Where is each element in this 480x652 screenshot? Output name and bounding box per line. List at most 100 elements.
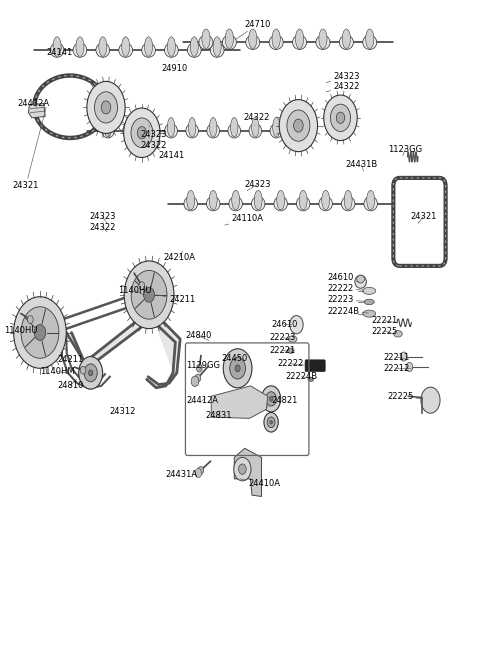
Ellipse shape bbox=[270, 124, 283, 138]
Circle shape bbox=[287, 110, 310, 141]
Circle shape bbox=[223, 349, 252, 388]
Ellipse shape bbox=[123, 124, 135, 138]
Ellipse shape bbox=[144, 37, 153, 56]
Ellipse shape bbox=[165, 124, 178, 138]
Text: 24910: 24910 bbox=[161, 61, 187, 73]
Circle shape bbox=[88, 370, 93, 376]
Ellipse shape bbox=[273, 117, 280, 137]
Text: 24141: 24141 bbox=[158, 147, 185, 160]
Ellipse shape bbox=[168, 117, 175, 137]
Ellipse shape bbox=[319, 196, 333, 211]
Ellipse shape bbox=[53, 37, 61, 56]
Circle shape bbox=[264, 413, 278, 432]
Ellipse shape bbox=[296, 29, 304, 48]
Text: 24840: 24840 bbox=[185, 331, 211, 340]
Circle shape bbox=[336, 112, 345, 123]
Text: 24110A: 24110A bbox=[225, 214, 264, 225]
Circle shape bbox=[294, 119, 303, 132]
Ellipse shape bbox=[394, 331, 402, 337]
Text: 24211: 24211 bbox=[156, 295, 195, 304]
Circle shape bbox=[131, 271, 167, 319]
Ellipse shape bbox=[186, 124, 198, 138]
Ellipse shape bbox=[209, 117, 217, 137]
Text: 22225: 22225 bbox=[372, 327, 398, 336]
Text: 22222: 22222 bbox=[327, 284, 363, 293]
Circle shape bbox=[144, 288, 155, 303]
Ellipse shape bbox=[142, 43, 156, 57]
Ellipse shape bbox=[202, 29, 210, 48]
Circle shape bbox=[137, 126, 146, 139]
Text: 24210A: 24210A bbox=[163, 251, 195, 262]
Ellipse shape bbox=[210, 43, 224, 57]
Ellipse shape bbox=[357, 275, 364, 283]
Circle shape bbox=[290, 316, 303, 334]
Text: 24432A: 24432A bbox=[17, 99, 49, 108]
Circle shape bbox=[324, 95, 357, 141]
Text: 24610: 24610 bbox=[271, 320, 298, 329]
Ellipse shape bbox=[363, 35, 377, 50]
Circle shape bbox=[21, 306, 59, 358]
Text: 24450: 24450 bbox=[222, 354, 248, 363]
Ellipse shape bbox=[341, 196, 355, 211]
Circle shape bbox=[267, 417, 275, 428]
Ellipse shape bbox=[364, 299, 374, 304]
Ellipse shape bbox=[222, 35, 236, 50]
Circle shape bbox=[239, 464, 246, 475]
Ellipse shape bbox=[252, 196, 265, 211]
Circle shape bbox=[270, 421, 273, 424]
Text: 24141: 24141 bbox=[46, 48, 72, 57]
Ellipse shape bbox=[319, 29, 327, 48]
Text: 24322: 24322 bbox=[326, 82, 360, 92]
Polygon shape bbox=[234, 449, 262, 496]
Polygon shape bbox=[66, 319, 180, 388]
Circle shape bbox=[13, 297, 66, 368]
Text: 22222: 22222 bbox=[277, 359, 305, 368]
Circle shape bbox=[101, 101, 111, 114]
Ellipse shape bbox=[292, 35, 307, 50]
Ellipse shape bbox=[213, 37, 221, 56]
Text: 1140HM: 1140HM bbox=[40, 367, 74, 376]
Circle shape bbox=[79, 357, 103, 389]
Text: 22221: 22221 bbox=[270, 346, 296, 355]
Circle shape bbox=[198, 467, 204, 475]
Ellipse shape bbox=[184, 196, 197, 211]
Circle shape bbox=[124, 261, 174, 329]
Ellipse shape bbox=[363, 310, 376, 317]
Ellipse shape bbox=[249, 29, 257, 48]
Text: 1140HU: 1140HU bbox=[4, 326, 38, 335]
Ellipse shape bbox=[125, 117, 132, 137]
Text: 24211: 24211 bbox=[57, 353, 84, 364]
Text: 22211: 22211 bbox=[384, 353, 410, 362]
Ellipse shape bbox=[206, 196, 220, 211]
Text: 1123GG: 1123GG bbox=[388, 145, 422, 156]
Circle shape bbox=[234, 458, 251, 481]
Ellipse shape bbox=[168, 37, 175, 56]
Text: 24821: 24821 bbox=[266, 396, 298, 408]
Text: 24321: 24321 bbox=[12, 108, 46, 190]
Ellipse shape bbox=[342, 29, 350, 48]
Circle shape bbox=[27, 316, 33, 323]
Text: 24322: 24322 bbox=[141, 136, 167, 149]
Ellipse shape bbox=[299, 190, 307, 210]
Text: 24323: 24323 bbox=[245, 180, 271, 190]
Ellipse shape bbox=[104, 117, 111, 137]
Ellipse shape bbox=[297, 196, 310, 211]
Text: 24322: 24322 bbox=[89, 222, 116, 231]
Text: 24710: 24710 bbox=[235, 20, 271, 40]
Ellipse shape bbox=[339, 35, 353, 50]
Text: 24321: 24321 bbox=[410, 212, 436, 223]
Text: 22212: 22212 bbox=[384, 364, 411, 373]
Ellipse shape bbox=[308, 377, 314, 381]
Ellipse shape bbox=[73, 43, 87, 57]
Ellipse shape bbox=[190, 37, 198, 56]
Ellipse shape bbox=[344, 190, 352, 210]
Polygon shape bbox=[28, 104, 45, 118]
Ellipse shape bbox=[199, 35, 213, 50]
Circle shape bbox=[131, 118, 153, 147]
Ellipse shape bbox=[288, 336, 297, 342]
Polygon shape bbox=[211, 386, 268, 419]
Ellipse shape bbox=[316, 35, 330, 50]
Circle shape bbox=[269, 396, 273, 401]
Circle shape bbox=[84, 364, 97, 382]
Ellipse shape bbox=[355, 275, 366, 288]
